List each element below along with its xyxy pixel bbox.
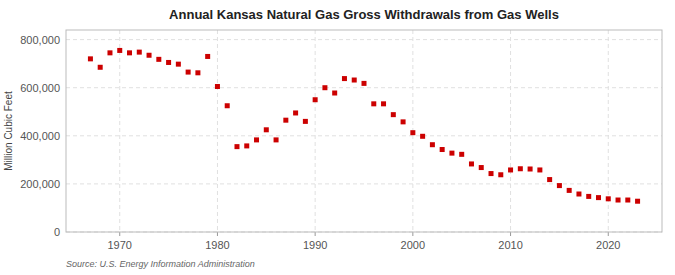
- tick-label: 400,000: [20, 130, 60, 142]
- axes: 0 200,000 400,000 600,000 800,000 1970 1980 199…: [20, 30, 662, 251]
- point: [606, 196, 611, 201]
- point: [469, 161, 474, 166]
- point: [352, 78, 357, 83]
- point: [459, 152, 464, 157]
- grid-line: [66, 135, 662, 136]
- tick-mark: [315, 232, 316, 236]
- point: [518, 166, 523, 171]
- point: [401, 119, 406, 124]
- point: [381, 101, 386, 106]
- point: [215, 84, 220, 89]
- point: [195, 70, 200, 75]
- point: [489, 171, 494, 176]
- point: [586, 194, 591, 199]
- grid-line: [66, 87, 662, 88]
- point: [430, 142, 435, 147]
- tick-mark: [217, 232, 218, 236]
- point: [254, 137, 259, 142]
- point: [479, 165, 484, 170]
- point: [264, 127, 269, 132]
- point: [410, 130, 415, 135]
- point: [147, 53, 152, 58]
- point: [225, 103, 230, 108]
- point: [156, 57, 161, 62]
- point: [635, 199, 640, 204]
- title: Annual Kansas Natural Gas Gross Withdraw…: [169, 7, 559, 22]
- point: [576, 192, 581, 197]
- point: [508, 167, 513, 172]
- point: [107, 50, 112, 55]
- axis-label: Million Cubic Feet: [3, 91, 14, 171]
- tick-label: 1980: [205, 239, 229, 251]
- point: [303, 119, 308, 124]
- tick-label: 1970: [107, 239, 131, 251]
- tick-mark: [608, 232, 609, 236]
- grid-line: [315, 30, 316, 232]
- point: [440, 147, 445, 152]
- tick-label: 200,000: [20, 178, 60, 190]
- point: [205, 54, 210, 59]
- point: [313, 97, 318, 102]
- tick-label: 600,000: [20, 82, 60, 94]
- points: [88, 48, 640, 204]
- plot-frame: [66, 30, 662, 232]
- point: [117, 48, 122, 53]
- point: [137, 50, 142, 55]
- grid-line: [119, 30, 120, 232]
- grid-line: [510, 30, 511, 232]
- point: [567, 188, 572, 193]
- point: [547, 177, 552, 182]
- point: [186, 70, 191, 75]
- tick-mark: [412, 232, 413, 236]
- point: [293, 110, 298, 115]
- tick-label: 2020: [596, 239, 620, 251]
- tick-label: 0: [54, 226, 60, 238]
- tick-mark: [510, 232, 511, 236]
- point: [274, 137, 279, 142]
- point: [362, 81, 367, 86]
- grid-line: [66, 183, 662, 184]
- tick-label: 2010: [498, 239, 522, 251]
- point: [537, 167, 542, 172]
- point: [176, 62, 181, 67]
- grid-line: [217, 30, 218, 232]
- point: [234, 144, 239, 149]
- point: [498, 172, 503, 177]
- point: [557, 183, 562, 188]
- point: [371, 101, 376, 106]
- tick-label: 800,000: [20, 34, 60, 46]
- tick-label: 1990: [303, 239, 327, 251]
- point: [420, 134, 425, 139]
- point: [596, 195, 601, 200]
- point: [244, 143, 249, 148]
- point: [98, 65, 103, 70]
- background: [0, 0, 675, 275]
- tick-label: 2000: [401, 239, 425, 251]
- tick-mark: [119, 232, 120, 236]
- point: [88, 56, 93, 61]
- point: [616, 198, 621, 203]
- point: [625, 198, 630, 203]
- grid-line: [66, 39, 662, 40]
- point: [166, 60, 171, 65]
- point: [332, 91, 337, 96]
- point: [528, 166, 533, 171]
- source-note: Source: U.S. Energy Information Administ…: [66, 259, 255, 269]
- grid-line: [608, 30, 609, 232]
- point: [449, 151, 454, 156]
- point: [342, 76, 347, 81]
- chart: 0 200,000 400,000 600,000 800,000 1970 1980 199…: [0, 0, 675, 275]
- point: [391, 112, 396, 117]
- point: [127, 50, 132, 55]
- point: [322, 85, 327, 90]
- point: [283, 118, 288, 123]
